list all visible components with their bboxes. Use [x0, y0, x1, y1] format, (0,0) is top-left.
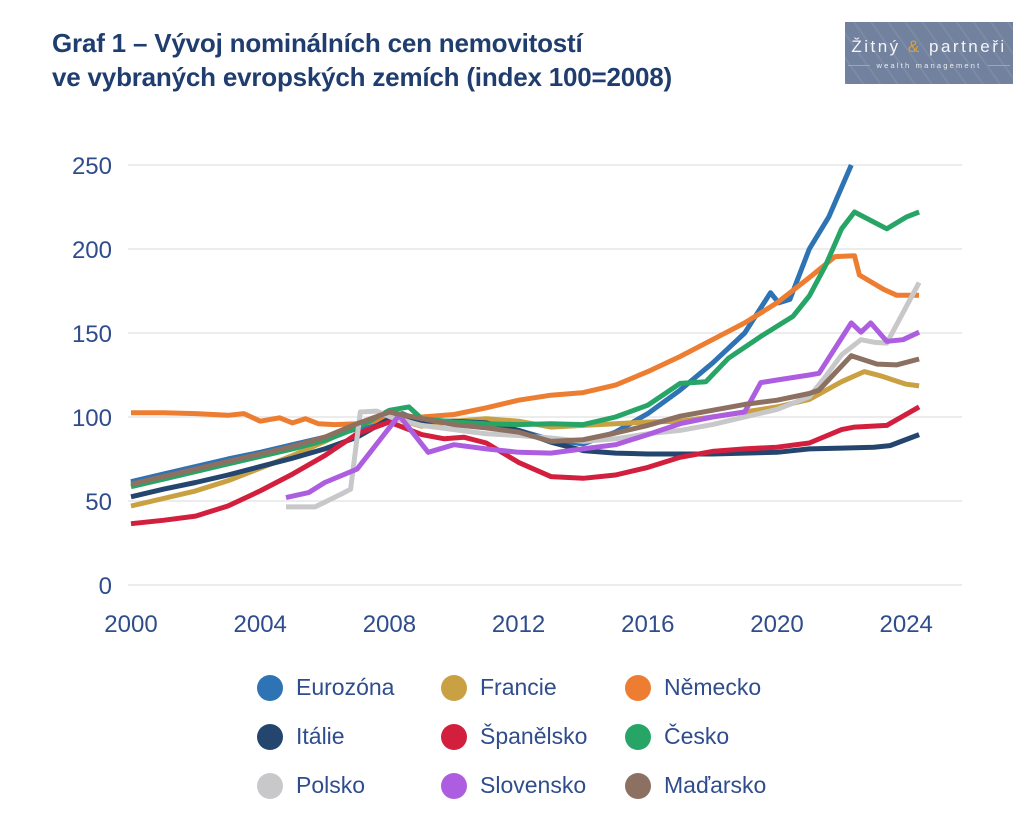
legend-dot-italie: [257, 723, 283, 750]
x-tick-label-2016: 2016: [621, 611, 674, 638]
legend-label: Česko: [664, 723, 730, 749]
logo-tagline: wealth management: [847, 61, 1011, 70]
x-tick-label-2004: 2004: [234, 611, 287, 638]
series-line-spanelsko: [130, 404, 921, 527]
legend-dot-francie: [441, 674, 467, 701]
y-tick-label-100: 100: [72, 405, 112, 432]
chart-title-line1: Graf 1 – Vývoj nominálních cen nemovitos…: [52, 28, 583, 58]
legend-item-nemecko: Německo: [625, 674, 809, 701]
legend-label: Eurozóna: [296, 674, 395, 700]
series-line-nemecko: [131, 253, 920, 428]
series-line-madarsko: [130, 353, 920, 487]
series-line-slovensko: [285, 320, 921, 501]
legend-dot-spanelsko: [441, 723, 467, 750]
legend-item-cesko: Česko: [625, 723, 809, 750]
legend-item-eurozona: Eurozóna: [257, 674, 441, 701]
legend-dot-nemecko: [625, 674, 651, 701]
legend-dot-slovensko: [441, 772, 467, 799]
legend-dot-cesko: [625, 723, 651, 750]
legend-item-polsko: Polsko: [257, 772, 441, 799]
y-tick-label-0: 0: [99, 573, 112, 600]
legend-label: Maďarsko: [664, 772, 767, 798]
x-tick-label-2020: 2020: [750, 611, 803, 638]
logo-ampersand: &: [907, 36, 922, 56]
legend-label: Slovensko: [480, 772, 587, 798]
y-tick-label-250: 250: [72, 153, 112, 180]
x-tick-label-2008: 2008: [363, 611, 416, 638]
logo-wordmark: Žitný & partneři: [851, 36, 1007, 56]
chart-title: Graf 1 – Vývoj nominálních cen nemovitos…: [52, 26, 672, 94]
legend-item-slovensko: Slovensko: [441, 772, 625, 799]
y-tick-label-50: 50: [85, 489, 112, 516]
legend-item-spanelsko: Španělsko: [441, 723, 625, 750]
legend-item-francie: Francie: [441, 674, 625, 701]
series-line-polsko: [286, 281, 922, 510]
x-tick-label-2000: 2000: [104, 611, 157, 638]
company-logo: Žitný & partneři wealth management: [845, 22, 1013, 84]
legend-label: Itálie: [296, 723, 345, 749]
legend-dot-polsko: [257, 772, 283, 799]
y-tick-label-150: 150: [72, 321, 112, 348]
x-tick-label-2012: 2012: [492, 611, 545, 638]
legend-dot-madarsko: [625, 772, 651, 799]
x-tick-label-2024: 2024: [880, 611, 933, 638]
chart-legend: Eurozóna Francie Německo Itálie Španělsk…: [257, 663, 809, 810]
legend-label: Španělsko: [480, 723, 588, 749]
chart-title-line2: ve vybraných evropských zemích (index 10…: [52, 62, 672, 92]
legend-item-italie: Itálie: [257, 723, 441, 750]
logo-dash-right: [988, 64, 1011, 66]
series-line-francie: [130, 369, 920, 509]
legend-label: Francie: [480, 674, 557, 700]
legend-label: Polsko: [296, 772, 366, 798]
y-tick-label-200: 200: [72, 237, 112, 264]
legend-item-madarsko: Maďarsko: [625, 772, 809, 799]
legend-label: Německo: [664, 674, 762, 700]
logo-dash-left: [847, 64, 870, 66]
legend-dot-eurozona: [257, 674, 283, 701]
